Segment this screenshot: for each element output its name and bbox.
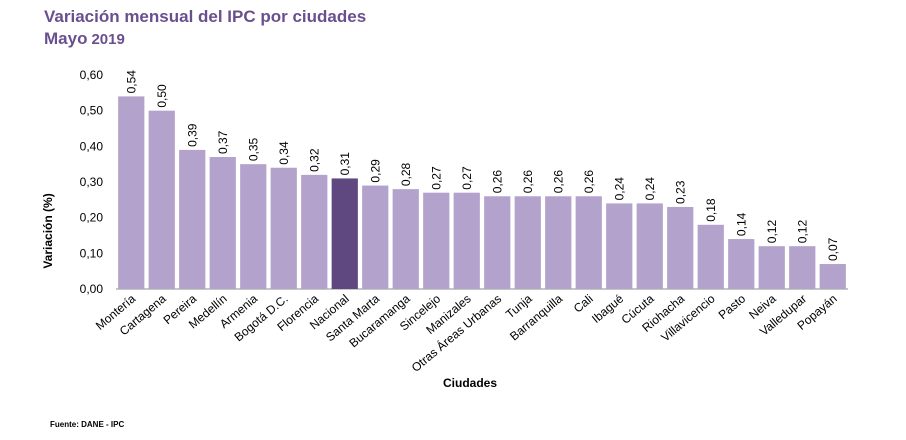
bar [362,185,389,289]
bar [575,196,602,289]
x-tick-labels: MonteríaCartagenaPereiraMedellínArmeniaB… [93,291,840,375]
y-axis-label: Variación (%) [41,193,55,268]
data-label: 0,34 [277,141,291,165]
data-label: 0,26 [521,170,535,194]
bar [423,192,450,289]
data-label: 0,14 [734,212,748,236]
bar [697,224,724,289]
bar [301,174,328,289]
data-label: 0,26 [582,170,596,194]
bar [179,149,206,289]
data-label: 0,50 [155,84,169,108]
data-label: 0,29 [368,159,382,183]
bar [453,192,480,289]
data-label: 0,26 [490,170,504,194]
y-tick-label: 0,40 [80,139,104,153]
y-tick-label: 0,20 [80,211,104,225]
data-label: 0,27 [429,166,443,190]
data-label: 0,23 [673,180,687,204]
data-label: 0,07 [826,237,840,261]
bar [148,110,175,290]
y-tick-label: 0,00 [80,282,104,296]
bar [514,196,541,289]
data-label: 0,37 [216,130,230,154]
bar [789,246,816,289]
y-tick-label: 0,50 [80,104,104,118]
y-tick-label: 0,30 [80,175,104,189]
data-label: 0,12 [795,220,809,244]
data-label: 0,54 [124,70,138,94]
bar [606,203,633,289]
bar [331,178,358,289]
x-axis-label: Ciudades [443,376,497,390]
bar [392,189,419,289]
bar [484,196,511,289]
value-labels: 0,54 0,50 0,39 0,37 0,35 0,34 0,32 0,31 0,29 0,28… [124,70,840,261]
data-label: 0,24 [612,177,626,201]
chart-subtitle: Mayo 2019 [44,29,125,50]
data-label: 0,24 [643,177,657,201]
bar [118,96,145,290]
subtitle-year: 2019 [91,31,125,48]
bar [636,203,663,289]
bar [819,264,846,289]
bar [728,239,755,289]
bars [118,96,846,290]
bar [758,246,785,289]
data-label: 0,32 [307,148,321,172]
bar [240,164,267,289]
bar [270,167,297,289]
x-tick-label: Pasto [716,291,749,322]
y-tick-label: 0,60 [80,68,104,82]
subtitle-month: Mayo [44,29,88,48]
data-label: 0,26 [551,170,565,194]
source-note: Fuente: DANE - IPC [50,420,125,429]
data-label: 0,18 [704,198,718,222]
data-label: 0,31 [338,152,352,176]
y-axis: 0,00 0,10 0,20 0,30 0,40 0,50 0,60 [80,68,848,296]
data-label: 0,27 [460,166,474,190]
y-tick-label: 0,10 [80,246,104,260]
data-label: 0,39 [185,123,199,147]
data-label: 0,28 [399,162,413,186]
chart-title: Variación mensual del IPC por ciudades [44,7,367,26]
data-label: 0,35 [246,137,260,161]
bar [209,157,236,289]
bar [545,196,572,289]
data-label: 0,12 [765,220,779,244]
bar [667,206,694,289]
x-tick-label: Ibagué [589,291,626,326]
